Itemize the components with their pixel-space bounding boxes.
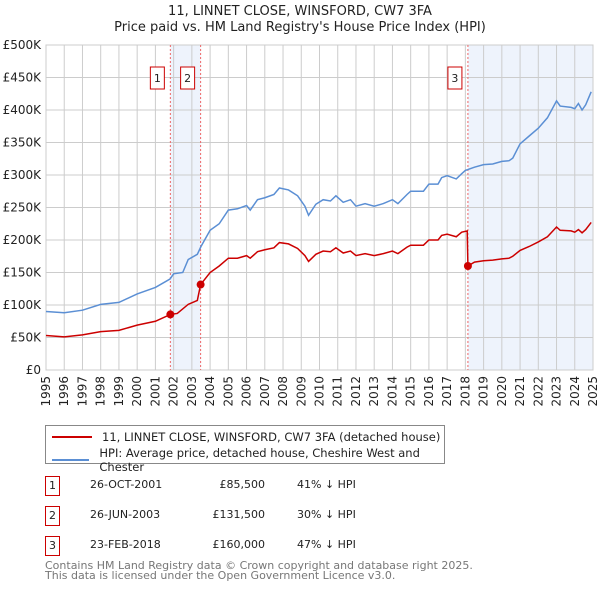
series-line: [45, 91, 592, 314]
x-tick-label: 1995: [39, 376, 53, 407]
x-tick-label: 2023: [550, 376, 564, 407]
x-tick-label: 2018: [458, 376, 472, 407]
sale-marker-number: 2: [45, 506, 60, 526]
x-tick-label: 2015: [404, 376, 418, 407]
x-tick-label: 2012: [349, 376, 363, 407]
x-tick-label: 2019: [477, 376, 491, 407]
x-tick-label: 2004: [203, 376, 217, 407]
x-tick-label: 2000: [130, 376, 144, 407]
plot-frame: [45, 44, 594, 371]
price-chart: £0 £50K £100K £150K £200K £250K £300K £350K £400…: [3, 38, 600, 407]
y-tick-label: £150K: [3, 266, 43, 280]
x-tick-label: 2025: [586, 376, 600, 407]
y-tick-label: £400K: [3, 103, 43, 117]
sale-row: 1 26-OCT-2001 £85,500 41% ↓ HPI: [45, 476, 445, 496]
x-tick-label: 2017: [440, 376, 454, 407]
sale-row: 3 23-FEB-2018 £160,000 47% ↓ HPI: [45, 536, 445, 556]
chart-title: 11, LINNET CLOSE, WINSFORD, CW7 3FA: [168, 4, 432, 19]
sale-label-box: [149, 66, 165, 90]
sale-hpi-diff: 30% ↓ HPI: [297, 508, 356, 521]
sale-point: [463, 262, 472, 270]
sale-date: 26-OCT-2001: [90, 478, 163, 491]
x-tick-label: 2006: [240, 376, 254, 407]
x-tick-label: 1998: [94, 376, 108, 407]
x-tick-label: 2002: [167, 376, 181, 407]
sale-label: 2: [184, 72, 191, 85]
sale-label-box: [180, 66, 196, 90]
x-tick-label: 2016: [422, 376, 436, 407]
legend-blue-line: [52, 459, 90, 461]
x-tick-label: 2014: [385, 376, 399, 407]
footer-copyright: Contains HM Land Registry data © Crown c…: [45, 559, 473, 572]
y-tick-label: £300K: [3, 168, 43, 182]
sale-point: [196, 280, 205, 289]
sale-label: 1: [154, 72, 161, 85]
y-tick-label: £450K: [3, 71, 43, 85]
x-tick-label: 1996: [57, 376, 71, 407]
y-tick-label: £500K: [3, 38, 43, 52]
y-tick-label: £200K: [3, 233, 43, 247]
legend-property: 11, LINNET CLOSE, WINSFORD, CW7 3FA (det…: [102, 430, 441, 444]
x-tick-label: 2005: [221, 376, 235, 407]
x-tick-label: 2007: [258, 376, 272, 407]
sale-row: 2 26-JUN-2003 £131,500 30% ↓ HPI: [45, 506, 445, 526]
y-tick-label: £50K: [10, 331, 42, 345]
chart-subtitle: Price paid vs. HM Land Registry's House …: [114, 20, 486, 35]
sale-label-box: [447, 66, 463, 90]
sale-marker-number: 1: [45, 476, 60, 496]
x-tick-label: 1999: [112, 376, 126, 407]
x-tick-label: 2009: [294, 376, 308, 407]
sale-point: [166, 310, 175, 319]
x-tick-label: 2011: [331, 376, 345, 407]
sale-price: £131,500: [212, 508, 266, 521]
x-tick-label: 2020: [495, 376, 509, 407]
x-tick-label: 1997: [75, 376, 89, 407]
sale-hpi-diff: 47% ↓ HPI: [297, 538, 356, 551]
legend-red-line: [52, 436, 92, 438]
sale-hpi-diff: 41% ↓ HPI: [297, 478, 356, 491]
y-tick-label: £350K: [3, 136, 43, 150]
x-tick-label: 2001: [148, 376, 162, 407]
y-tick-label: £250K: [3, 201, 43, 215]
y-tick-label: £0: [26, 363, 41, 377]
sale-marker-number: 3: [45, 536, 60, 556]
sale-price: £85,500: [219, 478, 266, 491]
sale-date: 23-FEB-2018: [90, 538, 161, 551]
footer-licence: This data is licensed under the Open Gov…: [45, 569, 396, 582]
x-tick-label: 2022: [531, 376, 545, 407]
sale-price: £160,000: [212, 538, 266, 551]
x-tick-label: 2003: [185, 376, 199, 407]
legend-hpi: HPI: Average price, detached house, Ches…: [99, 446, 420, 474]
x-tick-label: 2024: [568, 376, 582, 407]
legend: 11, LINNET CLOSE, WINSFORD, CW7 3FA (det…: [45, 425, 445, 474]
sale-date: 26-JUN-2003: [90, 508, 161, 521]
sale-label: 3: [451, 72, 458, 85]
x-tick-label: 2013: [367, 376, 381, 407]
x-tick-label: 2010: [313, 376, 327, 407]
y-tick-label: £100K: [3, 298, 43, 312]
x-tick-label: 2021: [513, 376, 527, 407]
x-tick-label: 2008: [276, 376, 290, 407]
